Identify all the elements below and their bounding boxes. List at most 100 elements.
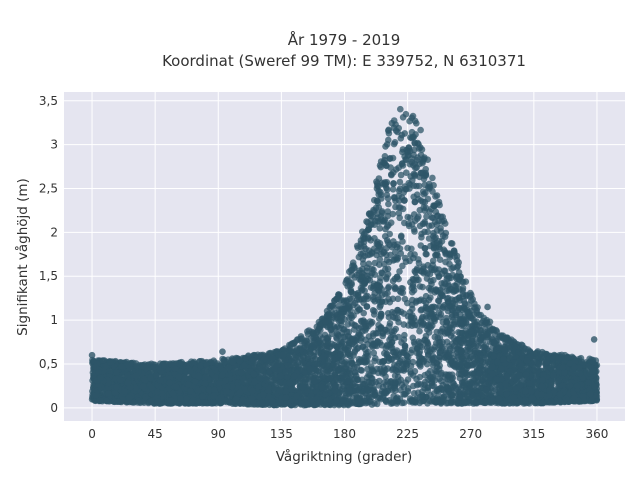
data-point bbox=[370, 349, 378, 357]
data-point bbox=[377, 191, 385, 199]
data-point bbox=[448, 240, 456, 247]
data-point bbox=[349, 259, 357, 267]
data-point bbox=[424, 228, 432, 236]
data-point bbox=[424, 347, 431, 355]
data-point bbox=[316, 368, 323, 375]
data-point bbox=[430, 229, 437, 237]
data-point bbox=[397, 105, 404, 113]
data-point bbox=[393, 400, 401, 407]
data-point bbox=[383, 351, 390, 358]
data-point bbox=[468, 297, 475, 304]
data-point bbox=[352, 372, 360, 380]
data-point bbox=[451, 342, 458, 350]
data-point bbox=[404, 299, 411, 307]
data-point bbox=[377, 310, 385, 318]
data-point bbox=[340, 343, 348, 351]
data-point bbox=[400, 197, 408, 204]
data-point bbox=[448, 329, 456, 337]
data-point bbox=[406, 257, 414, 265]
data-point bbox=[348, 360, 356, 367]
data-point bbox=[421, 371, 429, 379]
data-point bbox=[371, 357, 378, 365]
data-point bbox=[423, 213, 430, 220]
data-point bbox=[391, 139, 399, 146]
data-point bbox=[397, 308, 405, 316]
data-point bbox=[441, 220, 449, 227]
data-point bbox=[364, 365, 371, 373]
data-point bbox=[410, 226, 418, 233]
data-point bbox=[450, 380, 457, 387]
data-point bbox=[323, 334, 331, 342]
data-point bbox=[425, 296, 433, 304]
data-point bbox=[396, 178, 404, 186]
data-point bbox=[410, 382, 417, 390]
data-point bbox=[401, 342, 409, 350]
data-point bbox=[436, 256, 444, 264]
data-point bbox=[351, 274, 359, 281]
data-point bbox=[305, 376, 313, 384]
data-point bbox=[435, 198, 443, 206]
data-point bbox=[397, 250, 405, 257]
data-point bbox=[401, 219, 408, 227]
data-point bbox=[89, 356, 96, 364]
data-point bbox=[423, 250, 430, 258]
data-point bbox=[413, 182, 420, 190]
data-point bbox=[351, 341, 359, 349]
data-point bbox=[402, 379, 410, 386]
data-point bbox=[304, 355, 312, 362]
data-point bbox=[435, 272, 443, 280]
data-point bbox=[365, 234, 372, 241]
data-point bbox=[373, 365, 381, 373]
data-points bbox=[88, 105, 601, 409]
data-point bbox=[395, 318, 402, 326]
data-point bbox=[371, 388, 379, 396]
data-point bbox=[376, 225, 384, 232]
data-point bbox=[420, 357, 428, 365]
data-point bbox=[396, 268, 403, 275]
data-point bbox=[442, 258, 449, 266]
data-point bbox=[417, 126, 424, 134]
data-point bbox=[432, 251, 439, 259]
data-point bbox=[389, 277, 397, 285]
data-point bbox=[382, 290, 389, 298]
data-point bbox=[382, 162, 390, 169]
data-point bbox=[371, 271, 379, 279]
data-point bbox=[403, 169, 410, 176]
data-point bbox=[394, 295, 402, 303]
data-point bbox=[384, 212, 392, 220]
data-point bbox=[417, 363, 424, 370]
data-point bbox=[347, 266, 355, 274]
data-point bbox=[436, 314, 444, 321]
data-point bbox=[346, 295, 354, 303]
data-point bbox=[417, 144, 424, 151]
data-point bbox=[359, 228, 366, 235]
data-point bbox=[363, 303, 371, 310]
data-point bbox=[383, 141, 391, 148]
data-point bbox=[476, 333, 484, 341]
data-point bbox=[374, 329, 382, 337]
data-point bbox=[397, 135, 405, 142]
data-point bbox=[376, 261, 383, 269]
data-point bbox=[464, 371, 471, 379]
chart-title-line-1: År 1979 - 2019 bbox=[288, 30, 401, 49]
data-point bbox=[386, 230, 394, 238]
data-point bbox=[407, 370, 415, 378]
data-point bbox=[396, 245, 404, 252]
data-point bbox=[417, 296, 425, 304]
data-point bbox=[435, 297, 443, 305]
data-point bbox=[402, 110, 410, 118]
data-point bbox=[415, 259, 423, 267]
data-point bbox=[408, 346, 416, 354]
data-point bbox=[386, 155, 394, 162]
data-point bbox=[450, 247, 458, 255]
data-point bbox=[424, 195, 432, 203]
data-point bbox=[446, 254, 453, 261]
data-point bbox=[425, 284, 433, 292]
data-point bbox=[386, 320, 394, 327]
data-point bbox=[445, 351, 452, 359]
data-point bbox=[397, 171, 405, 179]
data-point bbox=[425, 235, 433, 242]
data-point bbox=[418, 234, 425, 241]
data-point bbox=[450, 334, 458, 342]
